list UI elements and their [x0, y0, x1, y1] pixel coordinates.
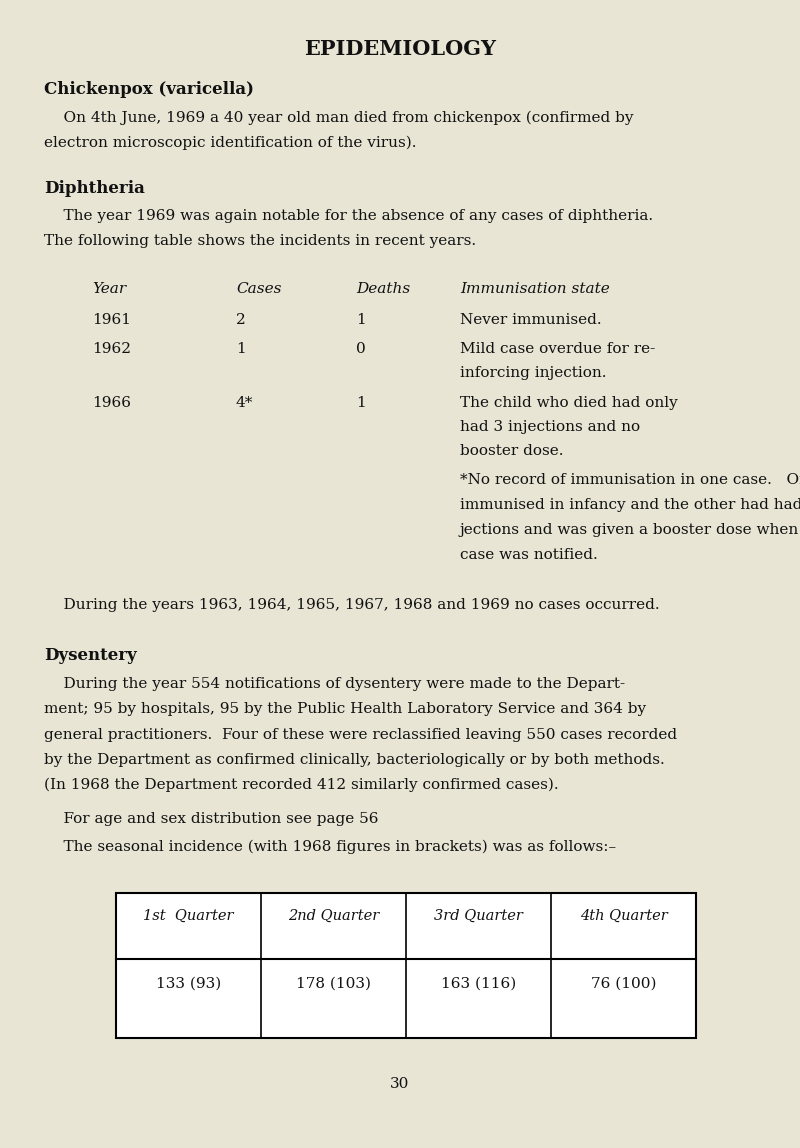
Text: Immunisation state: Immunisation state: [460, 282, 610, 296]
Text: 1966: 1966: [92, 396, 131, 410]
Text: 0: 0: [356, 342, 366, 356]
Text: The child who died had only: The child who died had only: [460, 396, 678, 410]
Text: Cases: Cases: [236, 282, 282, 296]
Text: The year 1969 was again notable for the absence of any cases of diphtheria.: The year 1969 was again notable for the …: [44, 209, 653, 223]
Text: Year: Year: [92, 282, 126, 296]
Text: jections and was given a booster dose when the first: jections and was given a booster dose wh…: [460, 523, 800, 537]
Text: 2: 2: [236, 313, 246, 327]
Text: electron microscopic identification of the virus).: electron microscopic identification of t…: [44, 135, 417, 150]
Text: case was notified.: case was notified.: [460, 549, 598, 563]
Text: 1: 1: [356, 313, 366, 327]
Text: booster dose.: booster dose.: [460, 444, 563, 458]
Text: 163 (116): 163 (116): [441, 976, 516, 991]
Text: The following table shows the incidents in recent years.: The following table shows the incidents …: [44, 234, 476, 248]
Text: 1961: 1961: [92, 313, 131, 327]
Text: The seasonal incidence (with 1968 figures in brackets) was as follows:–: The seasonal incidence (with 1968 figure…: [44, 839, 616, 854]
Text: 4th Quarter: 4th Quarter: [580, 909, 667, 923]
Text: Mild case overdue for re-: Mild case overdue for re-: [460, 342, 655, 356]
Text: For age and sex distribution see page 56: For age and sex distribution see page 56: [44, 813, 378, 827]
Text: EPIDEMIOLOGY: EPIDEMIOLOGY: [304, 39, 496, 59]
Text: During the years 1963, 1964, 1965, 1967, 1968 and 1969 no cases occurred.: During the years 1963, 1964, 1965, 1967,…: [44, 598, 660, 612]
Text: by the Department as confirmed clinically, bacteriologically or by both methods.: by the Department as confirmed clinicall…: [44, 753, 665, 767]
Text: During the year 554 notifications of dysentery were made to the Depart-: During the year 554 notifications of dys…: [44, 677, 625, 691]
Text: inforcing injection.: inforcing injection.: [460, 366, 606, 380]
Text: Dysentery: Dysentery: [44, 646, 137, 664]
Bar: [116, 893, 696, 1038]
Text: On 4th June, 1969 a 40 year old man died from chickenpox (confirmed by: On 4th June, 1969 a 40 year old man died…: [44, 110, 634, 125]
Text: Chickenpox (varicella): Chickenpox (varicella): [44, 82, 254, 99]
Text: 1: 1: [236, 342, 246, 356]
Text: 178 (103): 178 (103): [296, 976, 371, 991]
Text: 1: 1: [356, 396, 366, 410]
Text: Never immunised.: Never immunised.: [460, 313, 602, 327]
Text: 30: 30: [390, 1077, 410, 1091]
Text: *No record of immunisation in one case.   One had been: *No record of immunisation in one case. …: [460, 473, 800, 487]
Text: Diphtheria: Diphtheria: [44, 180, 145, 196]
Text: 1st  Quarter: 1st Quarter: [143, 909, 234, 923]
Text: 3rd Quarter: 3rd Quarter: [434, 909, 523, 923]
Text: 2nd Quarter: 2nd Quarter: [288, 909, 379, 923]
Text: 1962: 1962: [92, 342, 131, 356]
Text: had 3 injections and no: had 3 injections and no: [460, 420, 640, 434]
Text: 133 (93): 133 (93): [156, 976, 221, 991]
Text: Deaths: Deaths: [356, 282, 410, 296]
Text: general practitioners.  Four of these were reclassified leaving 550 cases record: general practitioners. Four of these wer…: [44, 728, 677, 742]
Text: (In 1968 the Department recorded 412 similarly confirmed cases).: (In 1968 the Department recorded 412 sim…: [44, 777, 558, 792]
Text: 76 (100): 76 (100): [590, 976, 656, 991]
Text: 4*: 4*: [236, 396, 254, 410]
Text: ment; 95 by hospitals, 95 by the Public Health Laboratory Service and 364 by: ment; 95 by hospitals, 95 by the Public …: [44, 703, 646, 716]
Text: immunised in infancy and the other had had three in-: immunised in infancy and the other had h…: [460, 498, 800, 512]
